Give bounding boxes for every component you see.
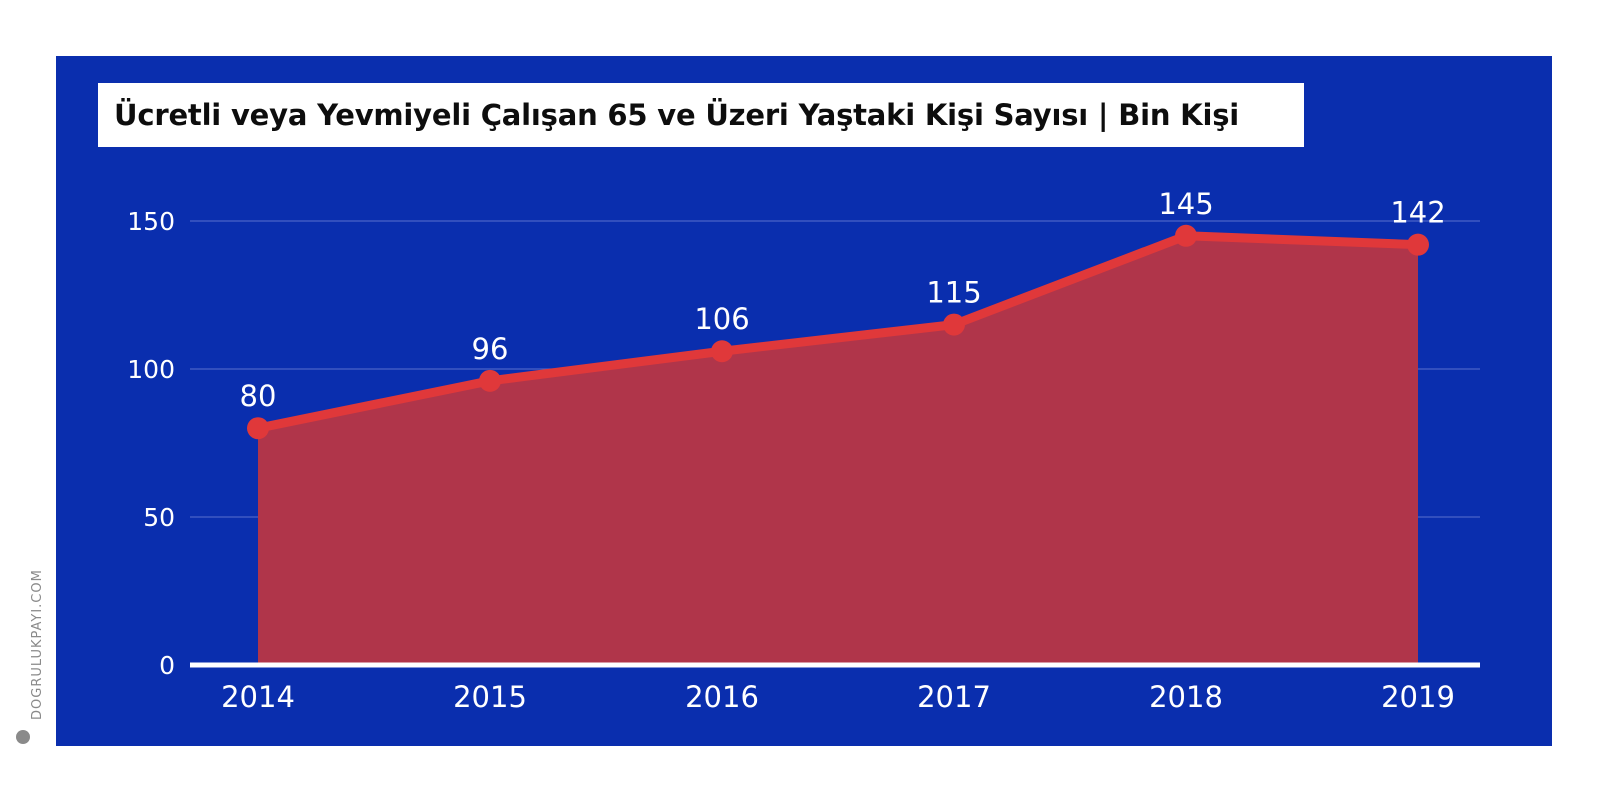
data-labels: 80 96 106 115 145 142 xyxy=(240,187,1446,413)
chart-title-box: Ücretli veya Yevmiyeli Çalışan 65 ve Üze… xyxy=(98,83,1304,147)
x-tick-label: 2014 xyxy=(221,680,295,714)
y-tick-label: 100 xyxy=(127,355,175,384)
y-tick-label: 0 xyxy=(159,651,175,680)
data-point-2016 xyxy=(711,340,733,363)
y-tick-label: 150 xyxy=(127,207,175,236)
data-points xyxy=(247,224,1429,440)
area-fill xyxy=(258,235,1418,666)
data-label: 142 xyxy=(1390,196,1445,230)
x-tick-label: 2015 xyxy=(453,680,527,714)
data-label: 145 xyxy=(1158,187,1213,221)
data-point-2018 xyxy=(1175,224,1197,247)
check-circle-icon xyxy=(16,730,30,744)
data-label: 96 xyxy=(472,332,509,366)
data-point-2017 xyxy=(943,313,965,336)
x-tick-label: 2019 xyxy=(1381,680,1455,714)
watermark-text: DOGRULUKPAYI.COM xyxy=(30,569,45,720)
x-tick-label: 2018 xyxy=(1149,680,1223,714)
data-point-2019 xyxy=(1407,233,1429,256)
data-label: 80 xyxy=(240,379,277,413)
data-label: 106 xyxy=(694,302,749,336)
series-line xyxy=(253,231,1423,433)
data-point-2015 xyxy=(479,369,501,392)
chart-title: Ücretli veya Yevmiyeli Çalışan 65 ve Üze… xyxy=(114,98,1239,132)
x-tick-label: 2017 xyxy=(917,680,991,714)
y-tick-label: 50 xyxy=(143,503,175,532)
x-tick-label: 2016 xyxy=(685,680,759,714)
data-point-2014 xyxy=(247,417,269,440)
watermark: DOGRULUKPAYI.COM xyxy=(0,540,45,750)
y-tick-labels: 0 50 100 150 xyxy=(127,207,175,680)
x-tick-labels: 2014 2015 2016 2017 2018 2019 xyxy=(221,680,1455,714)
data-label: 115 xyxy=(926,276,981,310)
